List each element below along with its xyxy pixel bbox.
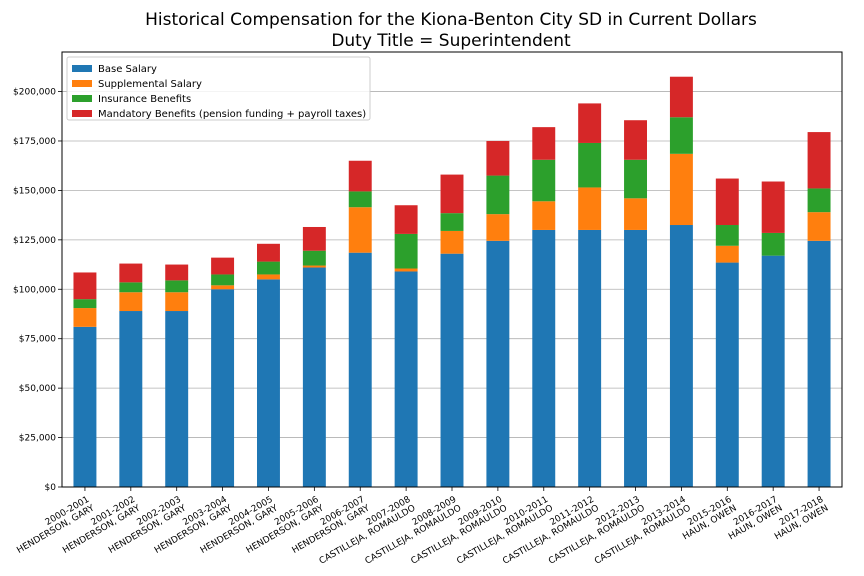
bar-segment — [669, 117, 693, 154]
legend-swatch — [72, 95, 92, 102]
bar-segment — [578, 187, 602, 230]
y-tick-label: $75,000 — [19, 335, 56, 345]
bar-segment — [532, 159, 556, 202]
bar-segment — [348, 160, 372, 192]
y-tick-label: $125,000 — [13, 236, 56, 246]
bar-segment — [669, 225, 693, 488]
bar-segment — [165, 292, 189, 312]
bar-segment — [486, 175, 510, 215]
y-tick-label: $150,000 — [13, 186, 56, 196]
bars — [73, 76, 831, 488]
bar-segment — [165, 280, 189, 293]
bar-segment — [532, 127, 556, 160]
bar-segment — [486, 240, 510, 487]
legend-swatch — [72, 80, 92, 87]
bar-segment — [348, 191, 372, 208]
bar-segment — [257, 279, 280, 487]
y-tick-label: $0 — [45, 483, 57, 493]
bar-segment — [394, 271, 418, 487]
legend-swatch — [72, 65, 92, 72]
bar-segment — [486, 140, 510, 176]
bar-segment — [394, 233, 418, 269]
bar-segment — [807, 212, 831, 241]
chart-title: Historical Compensation for the Kiona-Be… — [145, 10, 757, 30]
bar-segment — [302, 250, 326, 266]
bar-segment — [73, 299, 97, 309]
bar-segment — [165, 264, 189, 281]
bar-segment — [119, 282, 143, 293]
legend-label: Insurance Benefits — [98, 94, 191, 105]
y-tick-label: $175,000 — [13, 137, 56, 147]
bar-segment — [440, 253, 464, 487]
y-tick-label: $200,000 — [13, 88, 56, 98]
chart-subtitle: Duty Title = Superintendent — [331, 31, 571, 51]
bar-segment — [715, 262, 739, 487]
bar-segment — [624, 198, 647, 230]
bar-segment — [211, 289, 235, 487]
legend-label: Mandatory Benefits (pension funding + pa… — [98, 109, 366, 120]
bar-segment — [348, 207, 372, 253]
bar-segment — [302, 267, 326, 487]
bar-segment — [807, 132, 831, 189]
legend-label: Base Salary — [98, 64, 157, 75]
bar-segment — [440, 213, 464, 231]
bar-segment — [532, 201, 556, 230]
bar-segment — [211, 285, 235, 290]
bar-segment — [257, 243, 280, 262]
bar-segment — [715, 225, 739, 246]
bar-segment — [257, 274, 280, 280]
bar-segment — [486, 214, 510, 241]
bar-segment — [624, 229, 647, 488]
y-axis: $0 $25,000 $50,000 $75,000 $100,000 $125,000 $… — [13, 88, 62, 493]
bar-segment — [73, 308, 97, 327]
bar-segment — [669, 153, 693, 226]
bar-segment — [761, 232, 785, 256]
bar-segment — [73, 326, 97, 487]
bar-segment — [394, 268, 418, 272]
legend-swatch — [72, 110, 92, 117]
bar-segment — [165, 311, 189, 487]
bar-segment — [578, 103, 602, 143]
bar-segment — [807, 240, 831, 487]
bar-segment — [302, 226, 326, 251]
bar-segment — [715, 178, 739, 226]
bar-segment — [761, 181, 785, 233]
bar-segment — [624, 159, 647, 199]
bar-segment — [211, 257, 235, 275]
y-tick-label: $100,000 — [13, 285, 56, 295]
legend-label: Supplemental Salary — [98, 79, 202, 90]
y-tick-label: $50,000 — [19, 384, 56, 394]
bar-segment — [807, 188, 831, 213]
bar-segment — [348, 252, 372, 487]
bar-segment — [715, 245, 739, 263]
bar-segment — [578, 229, 602, 488]
bar-segment — [394, 205, 418, 234]
bar-segment — [532, 229, 556, 488]
bar-segment — [119, 292, 143, 312]
bar-segment — [669, 76, 693, 118]
bar-segment — [302, 265, 326, 268]
legend: Base Salary Supplemental Salary Insurance … — [66, 56, 371, 121]
bar-segment — [119, 263, 143, 283]
bar-segment — [211, 274, 235, 286]
bar-segment — [257, 261, 280, 275]
bar-segment — [73, 272, 97, 300]
bar-segment — [578, 142, 602, 188]
legend-box — [66, 56, 371, 121]
bar-segment — [624, 120, 647, 160]
y-tick-label: $25,000 — [19, 434, 56, 444]
bar-segment — [440, 174, 464, 214]
bar-segment — [761, 255, 785, 487]
bar-segment — [440, 230, 464, 254]
bar-segment — [119, 311, 143, 487]
